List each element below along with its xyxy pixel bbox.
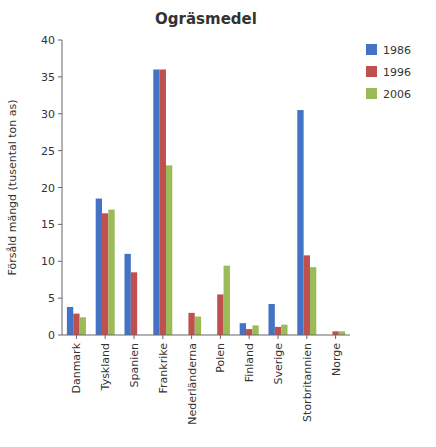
x-tick-label: Frankrike xyxy=(157,343,170,394)
x-tick xyxy=(220,335,221,339)
legend: 1986 1996 2006 xyxy=(366,44,411,101)
y-tick-label: 30 xyxy=(41,108,55,121)
y-axis-label: Försåld mängd (tusental ton as) xyxy=(6,99,19,275)
y-tick xyxy=(58,40,62,41)
x-tick xyxy=(134,335,135,339)
legend-swatch xyxy=(366,44,377,55)
bar xyxy=(224,266,230,335)
y-tick-label: 25 xyxy=(41,145,55,158)
bar xyxy=(73,314,79,335)
bar xyxy=(195,317,201,335)
y-tick xyxy=(58,76,62,77)
chart: Ogräsmedel 0 5 10 15 20 25 30 35 40 Försåld mängd … xyxy=(0,0,436,447)
bar xyxy=(96,199,102,335)
x-tick xyxy=(335,335,336,339)
y-tick xyxy=(58,335,62,336)
title: Ogräsmedel xyxy=(155,10,257,28)
bar xyxy=(252,325,258,335)
bar xyxy=(246,329,252,335)
bar xyxy=(297,110,303,335)
x-tick xyxy=(278,335,279,339)
x-tick-label: Storbritannien xyxy=(301,343,314,422)
y-axis xyxy=(62,40,63,335)
x-tick xyxy=(162,335,163,339)
y-tick xyxy=(58,113,62,114)
x-tick xyxy=(76,335,77,339)
y-tick xyxy=(58,150,62,151)
bars xyxy=(67,70,345,336)
x-tick-label: Norge xyxy=(330,343,343,376)
legend-swatch xyxy=(366,66,377,77)
legend-swatch xyxy=(366,88,377,99)
bar xyxy=(240,323,246,335)
x-tick-label: Polen xyxy=(214,343,227,373)
y-tick-label: 40 xyxy=(41,34,55,47)
bar xyxy=(268,304,274,335)
bar xyxy=(102,213,108,335)
x-tick-label: Finland xyxy=(243,343,256,382)
legend-label: 1986 xyxy=(383,44,411,57)
bar xyxy=(332,331,338,335)
bar xyxy=(153,70,159,336)
x-tick-label: Sverige xyxy=(272,343,285,385)
bar xyxy=(217,294,223,335)
x-tick xyxy=(105,335,106,339)
bar xyxy=(131,272,137,335)
y-tick-label: 5 xyxy=(48,292,55,305)
y-tick-label: 15 xyxy=(41,218,55,231)
y-tick-label: 35 xyxy=(41,71,55,84)
bar xyxy=(304,255,310,335)
bar xyxy=(281,325,287,335)
bar xyxy=(80,317,86,335)
x-tick xyxy=(306,335,307,339)
bar xyxy=(188,313,194,335)
bar xyxy=(67,307,73,335)
bar xyxy=(275,327,281,335)
x-tick-label: Nederländerna xyxy=(186,343,199,425)
legend-label: 1996 xyxy=(383,66,411,79)
x-tick-label: Tyskland xyxy=(99,343,112,391)
bar xyxy=(124,254,130,335)
bar xyxy=(166,165,172,335)
x-tick xyxy=(249,335,250,339)
y-tick-label: 0 xyxy=(48,329,55,342)
y-tick-label: 10 xyxy=(41,255,55,268)
y-tick xyxy=(58,224,62,225)
x-tick xyxy=(191,335,192,339)
legend-label: 2006 xyxy=(383,88,411,101)
x-tick-label: Danmark xyxy=(70,342,83,393)
bar xyxy=(108,210,114,335)
chart-container: Ogräsmedel 0 5 10 15 20 25 30 35 40 Försåld mängd … xyxy=(0,0,436,447)
y-tick xyxy=(58,261,62,262)
y-tick xyxy=(58,298,62,299)
bar xyxy=(160,70,166,336)
x-tick-label: Spanien xyxy=(128,343,141,388)
bar xyxy=(310,267,316,335)
bar xyxy=(339,331,345,335)
y-tick xyxy=(58,187,62,188)
y-tick-label: 20 xyxy=(41,182,55,195)
